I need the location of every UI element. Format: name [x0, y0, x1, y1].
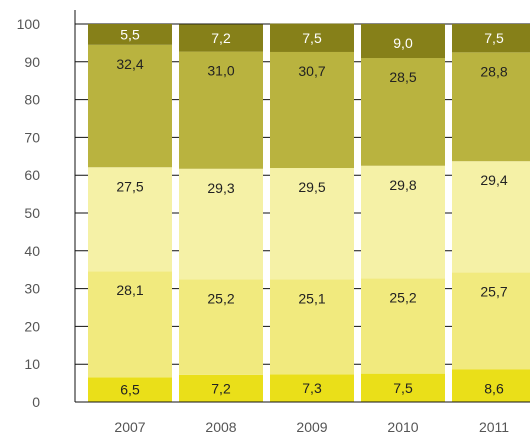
bar-2009-segment-2 — [270, 279, 354, 375]
data-label-2009-segment-2: 25,1 — [298, 291, 325, 307]
y-tick-label-90: 90 — [24, 54, 40, 70]
bar-2011-segment-1 — [452, 369, 530, 402]
y-tick-label-80: 80 — [24, 92, 40, 108]
bar-2007-segment-1 — [88, 377, 172, 402]
data-label-2007-segment-2: 28,1 — [116, 282, 143, 298]
x-tick-label-2011: 2011 — [479, 419, 509, 435]
data-label-2009-segment-4: 30,7 — [298, 63, 325, 79]
bar-2008-segment-5 — [179, 24, 263, 52]
bar-2007-segment-4 — [88, 44, 172, 168]
bar-2010-segment-3 — [361, 165, 445, 279]
data-label-2008-segment-2: 25,2 — [207, 291, 234, 307]
bars — [88, 23, 530, 402]
y-tick-label-50: 50 — [24, 205, 40, 221]
data-label-2010-segment-3: 29,8 — [389, 177, 416, 193]
bar-2009-segment-5 — [270, 23, 354, 52]
bar-2008-segment-3 — [179, 168, 263, 280]
data-label-2009-segment-3: 29,5 — [298, 179, 325, 195]
data-label-2010-segment-1: 7,5 — [393, 380, 413, 396]
bar-2011-segment-2 — [452, 272, 530, 370]
bar-2010-segment-4 — [361, 58, 445, 166]
y-tick-label-70: 70 — [24, 129, 40, 145]
data-label-2011-segment-5: 7,5 — [484, 30, 504, 46]
data-label-2011-segment-1: 8,6 — [484, 380, 504, 396]
y-tick-label-30: 30 — [24, 281, 40, 297]
data-label-2010-segment-5: 9,0 — [393, 35, 413, 51]
bar-2009-segment-4 — [270, 51, 354, 169]
data-label-2007-segment-1: 6,5 — [120, 382, 140, 398]
y-tick-label-100: 100 — [17, 16, 41, 32]
data-labels: 6,5 28,1 27,5 32,4 5,5 7,2 25,2 29,3 31,0 7,2 7,3 2… — [116, 26, 507, 397]
tick-labels: 0 10 20 30 40 50 60 70 80 90 100 2007 2008 2009 2010 20… — [17, 16, 510, 435]
bar-2011-segment-5 — [452, 24, 530, 53]
data-label-2009-segment-5: 7,5 — [302, 30, 322, 46]
bar-2010-segment-5 — [361, 24, 445, 59]
data-label-2007-segment-3: 27,5 — [116, 178, 143, 194]
data-label-2008-segment-1: 7,2 — [211, 380, 231, 396]
x-tick-label-2009: 2009 — [296, 419, 327, 435]
bar-2008-segment-4 — [179, 51, 263, 169]
bar-2007-segment-2 — [88, 271, 172, 378]
data-label-2010-segment-4: 28,5 — [389, 69, 416, 85]
bar-2011-segment-4 — [452, 52, 530, 162]
bar-2011-segment-3 — [452, 161, 530, 273]
data-label-2008-segment-3: 29,3 — [207, 180, 234, 196]
data-label-2011-segment-4: 28,8 — [480, 63, 507, 79]
y-tick-label-0: 0 — [32, 394, 40, 410]
axes — [74, 10, 530, 403]
y-tick-label-20: 20 — [24, 318, 40, 334]
bar-2008-segment-2 — [179, 279, 263, 375]
data-label-2011-segment-2: 25,7 — [480, 283, 507, 299]
y-tick-label-60: 60 — [24, 167, 40, 183]
y-tick-label-10: 10 — [24, 356, 40, 372]
y-tick-label-40: 40 — [24, 243, 40, 259]
data-label-2010-segment-2: 25,2 — [389, 289, 416, 305]
data-label-2008-segment-5: 7,2 — [211, 30, 231, 46]
bar-2009-segment-3 — [270, 168, 354, 280]
data-label-2007-segment-4: 32,4 — [116, 56, 143, 72]
data-label-2007-segment-5: 5,5 — [120, 26, 140, 42]
bar-2010-segment-1 — [361, 373, 445, 402]
data-label-2008-segment-4: 31,0 — [207, 63, 234, 79]
bar-2010-segment-2 — [361, 278, 445, 374]
x-tick-label-2007: 2007 — [114, 419, 145, 435]
bar-2007-segment-5 — [88, 24, 172, 45]
data-label-2009-segment-1: 7,3 — [302, 380, 322, 396]
x-tick-label-2008: 2008 — [205, 419, 236, 435]
x-tick-label-2010: 2010 — [387, 419, 418, 435]
bar-2008-segment-1 — [179, 374, 263, 402]
bar-2007-segment-3 — [88, 167, 172, 272]
data-label-2011-segment-3: 29,4 — [480, 172, 507, 188]
bar-2009-segment-1 — [270, 374, 354, 402]
